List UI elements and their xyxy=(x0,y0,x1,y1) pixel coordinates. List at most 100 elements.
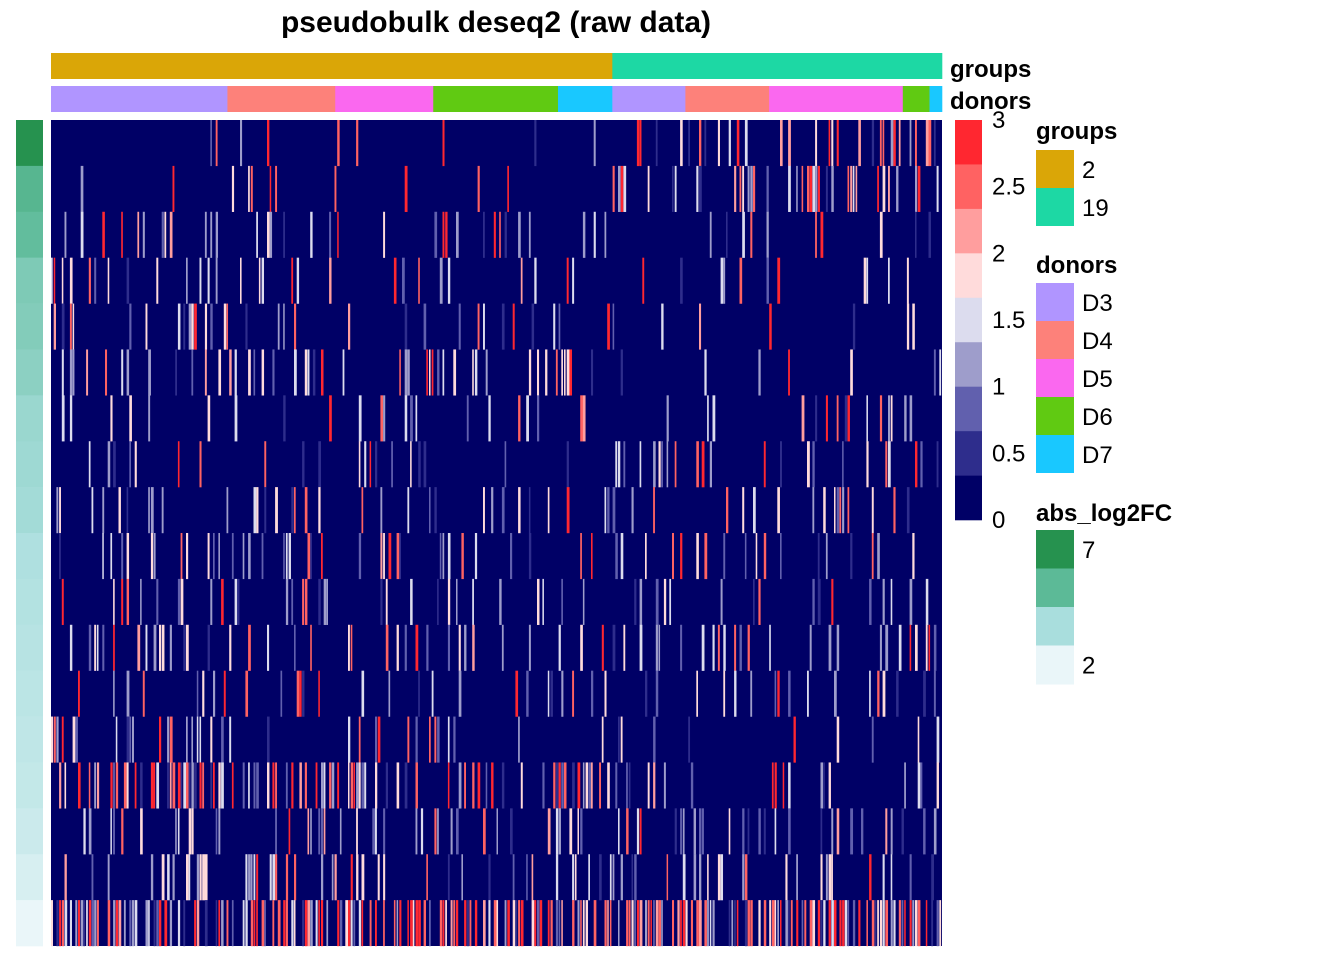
heatmap-cell xyxy=(879,395,883,442)
value-color-legend: 0 0.5 1 1.5 2 2.5 3 xyxy=(955,107,1025,534)
heatmap-cell xyxy=(161,854,165,901)
heatmap-cell xyxy=(620,854,623,901)
heatmap-cell xyxy=(717,624,720,671)
heatmap-cell xyxy=(267,120,270,167)
heatmap-cell xyxy=(491,762,494,809)
heatmap-cell xyxy=(561,900,563,947)
value-legend-swatch xyxy=(955,208,982,254)
heatmap-cell xyxy=(790,900,793,947)
abs-log2fc-cell xyxy=(16,670,43,717)
heatmap-cell xyxy=(439,900,443,947)
heatmap-cell xyxy=(80,900,84,947)
heatmap-cell xyxy=(94,624,97,671)
abs-log2fc-cell xyxy=(16,578,43,626)
heatmap-cell xyxy=(528,349,532,396)
heatmap-cell xyxy=(807,165,810,212)
heatmap-cell xyxy=(210,716,213,763)
heatmap-cell xyxy=(229,349,232,396)
heatmap-cell xyxy=(526,670,529,717)
heatmap-cell xyxy=(526,395,529,442)
abs-log2fc-legend-swatch xyxy=(1036,530,1074,569)
heatmap-row-3 xyxy=(64,211,931,258)
heatmap-cell xyxy=(655,578,659,625)
heatmap-cell xyxy=(685,900,688,947)
heatmap-cell xyxy=(169,624,172,671)
groups-legend-swatch xyxy=(1036,188,1074,226)
row-annotation-abs-log2fc xyxy=(16,120,43,947)
heatmap-cell xyxy=(674,441,677,488)
heatmap-cell xyxy=(553,762,556,809)
heatmap-cell xyxy=(464,900,467,947)
heatmap-cell xyxy=(404,395,408,442)
chart-title: pseudobulk deseq2 (raw data) xyxy=(281,6,711,39)
heatmap-cell xyxy=(342,349,345,396)
heatmap-cell xyxy=(204,349,207,396)
heatmap-cell xyxy=(653,900,655,947)
heatmap-cell xyxy=(51,257,53,304)
heatmap-cell xyxy=(809,165,813,212)
heatmap-cell xyxy=(53,257,56,304)
heatmap-cell xyxy=(261,900,265,947)
abs-log2fc-legend-swatch xyxy=(1036,607,1074,646)
heatmap-cell xyxy=(861,808,864,855)
heatmap-cell xyxy=(858,120,861,167)
heatmap-cell xyxy=(842,487,845,534)
heatmap-cell xyxy=(250,854,253,901)
heatmap-cell xyxy=(542,578,544,625)
heatmap-cell xyxy=(879,624,882,671)
donors-legend-swatch xyxy=(1036,397,1074,435)
heatmap-cell xyxy=(196,900,200,947)
heatmap-cell xyxy=(820,762,824,809)
heatmap-cell xyxy=(456,211,459,258)
heatmap-cell xyxy=(105,349,108,396)
heatmap-cell xyxy=(534,900,537,947)
heatmap-cell xyxy=(915,120,917,167)
heatmap-cell xyxy=(315,900,318,947)
heatmap-cell xyxy=(734,165,737,212)
heatmap-cell xyxy=(64,854,67,901)
heatmap-cell xyxy=(383,854,386,901)
heatmap-cell xyxy=(712,624,715,671)
heatmap-cell xyxy=(906,257,909,304)
heatmap-cell xyxy=(153,624,157,671)
heatmap-cell xyxy=(615,441,618,488)
heatmap-cell xyxy=(561,578,563,625)
heatmap-cell xyxy=(337,211,339,258)
heatmap-cell xyxy=(825,165,828,212)
heatmap-cell xyxy=(134,441,137,488)
heatmap-cell xyxy=(528,487,531,534)
heatmap-cell xyxy=(285,578,289,625)
heatmap-cell xyxy=(674,165,677,212)
heatmap-cell xyxy=(723,257,726,304)
heatmap-cell xyxy=(909,395,913,442)
heatmap-cell xyxy=(153,900,156,947)
heatmap-cell xyxy=(890,900,893,947)
heatmap-cell xyxy=(431,670,434,717)
heatmap-cell xyxy=(380,395,384,442)
heatmap-cell xyxy=(680,257,683,304)
groups-annotation-label: groups xyxy=(950,56,1031,83)
heatmap-cell xyxy=(682,808,685,855)
heatmap-cell xyxy=(126,533,130,580)
heatmap-cell xyxy=(623,441,626,488)
heatmap-cell xyxy=(196,716,199,763)
heatmap-cell xyxy=(823,900,826,947)
heatmap-cell xyxy=(240,120,243,167)
heatmap-cell xyxy=(169,762,172,809)
heatmap-cell xyxy=(882,900,885,947)
heatmap-cell xyxy=(528,211,531,258)
heatmap-cell xyxy=(807,670,809,717)
heatmap-cell xyxy=(836,395,839,442)
heatmap-cell xyxy=(350,900,353,947)
heatmap-cell xyxy=(272,349,275,396)
heatmap-cell xyxy=(693,808,697,855)
heatmap-cell xyxy=(253,487,257,534)
heatmap-cell xyxy=(337,762,340,809)
heatmap-cell xyxy=(329,762,332,809)
heatmap-cell xyxy=(223,303,227,350)
heatmap-cell xyxy=(291,257,294,304)
heatmap-cell xyxy=(129,900,132,947)
heatmap-cell xyxy=(150,854,154,901)
heatmap-body xyxy=(51,120,942,947)
heatmap-cell xyxy=(580,624,583,671)
